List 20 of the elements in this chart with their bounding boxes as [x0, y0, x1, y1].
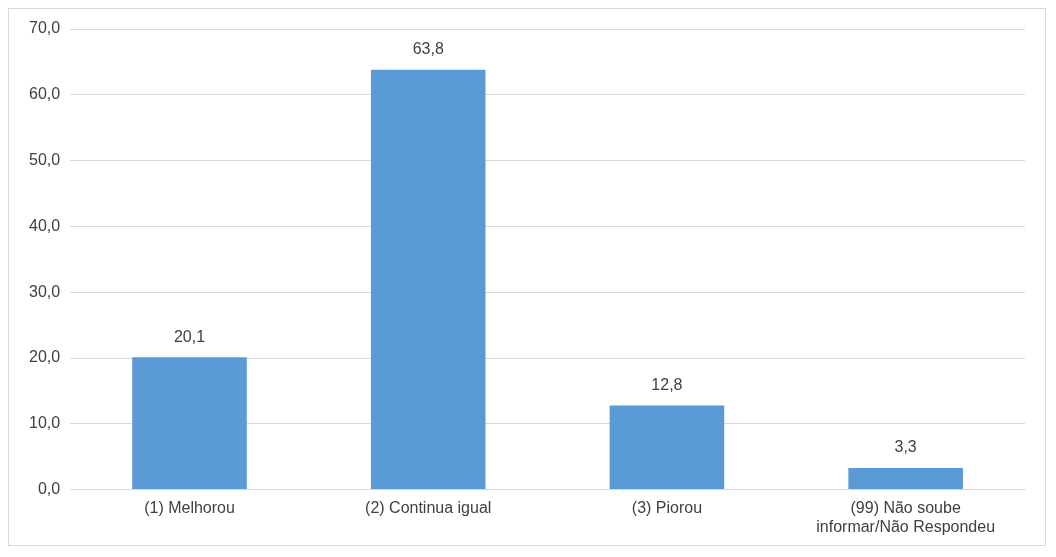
y-tick-label: 30,0 [29, 282, 61, 300]
x-tick-label: (3) Piorou [631, 498, 703, 516]
x-tick-label: (99) Não soube informar/Não Respondeu [816, 498, 996, 535]
y-tick-label: 20,0 [29, 348, 61, 366]
data-label: 3,3 [894, 438, 917, 456]
x-tick-label: (1) Melhorou [144, 498, 235, 516]
x-tick-label: (2) Continua igual [365, 498, 492, 516]
y-tick-label: 0,0 [37, 480, 61, 498]
y-tick-label: 40,0 [29, 216, 61, 234]
data-label: 20,1 [173, 327, 206, 345]
bar [132, 357, 247, 490]
bar [370, 69, 486, 490]
data-label: 12,8 [651, 375, 683, 393]
y-tick-label: 60,0 [29, 85, 61, 103]
y-tick-label: 50,0 [29, 151, 61, 169]
data-label: 63,8 [412, 40, 444, 58]
y-tick-label: 70,0 [29, 19, 61, 37]
y-tick-label: 10,0 [29, 414, 61, 432]
bar [848, 467, 963, 490]
bar [609, 405, 725, 490]
